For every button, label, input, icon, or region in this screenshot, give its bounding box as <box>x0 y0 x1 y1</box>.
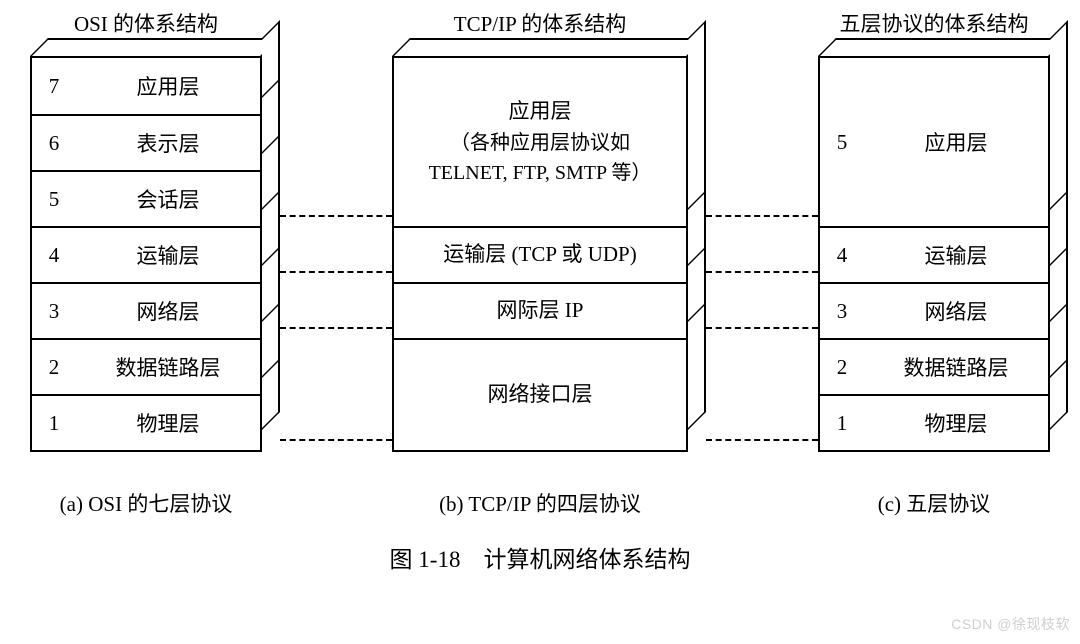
five-side-face <box>1050 20 1068 430</box>
tcpip-stack: 应用层（各种应用层协议如TELNET, FTP, SMTP 等） 运输层 (TCP… <box>392 56 688 452</box>
tcpip-layer-text: （各种应用层协议如 <box>450 128 630 158</box>
osi-side-face <box>262 20 280 430</box>
tcpip-side-divider <box>686 304 704 324</box>
columns-container: OSI 的体系结构 7应用层6表示层5会话层4运输层3网络层2数据链路层1物理层… <box>30 8 1050 518</box>
osi-side-divider <box>260 136 278 156</box>
five-layer-label: 网络层 <box>864 296 1048 326</box>
five-layer-num: 4 <box>820 243 864 268</box>
osi-layer-row: 3网络层 <box>32 282 260 338</box>
osi-side-divider <box>260 192 278 212</box>
tcpip-layer-row: 网际层 IP <box>394 282 686 338</box>
osi-layer-row: 1物理层 <box>32 394 260 450</box>
dashed-connector <box>706 271 818 273</box>
osi-heading: OSI 的体系结构 <box>74 8 218 38</box>
tcpip-layer-text: 网络接口层 <box>488 379 593 411</box>
dashed-connector <box>280 439 392 441</box>
osi-layer-label: 运输层 <box>76 240 260 270</box>
five-front-face: 5应用层4运输层3网络层2数据链路层1物理层 <box>818 56 1050 452</box>
five-top-face <box>818 38 1068 56</box>
tcpip-layer-text: 应用层 <box>509 96 572 128</box>
figure-caption: 图 1-18 计算机网络体系结构 <box>30 540 1050 574</box>
osi-layer-label: 网络层 <box>76 296 260 326</box>
osi-layer-num: 1 <box>32 411 76 436</box>
osi-layer-row: 7应用层 <box>32 58 260 114</box>
osi-front-face: 7应用层6表示层5会话层4运输层3网络层2数据链路层1物理层 <box>30 56 262 452</box>
osi-layer-num: 2 <box>32 355 76 380</box>
five-layer-num: 1 <box>820 411 864 436</box>
five-layer-label: 运输层 <box>864 240 1048 270</box>
osi-side-divider <box>260 248 278 268</box>
dashed-connector <box>280 271 392 273</box>
five-side-divider <box>1048 360 1066 380</box>
five-layer-label: 数据链路层 <box>864 352 1048 382</box>
osi-layer-label: 表示层 <box>76 128 260 158</box>
tcpip-top-face <box>392 38 706 56</box>
tcpip-layer-row: 运输层 (TCP 或 UDP) <box>394 226 686 282</box>
osi-layer-label: 数据链路层 <box>76 352 260 382</box>
osi-layer-num: 6 <box>32 131 76 156</box>
osi-column: OSI 的体系结构 7应用层6表示层5会话层4运输层3网络层2数据链路层1物理层… <box>30 8 262 518</box>
tcpip-caption: (b) TCP/IP 的四层协议 <box>439 488 641 518</box>
tcpip-side-divider <box>686 248 704 268</box>
osi-stack: 7应用层6表示层5会话层4运输层3网络层2数据链路层1物理层 <box>30 56 262 452</box>
five-layer-row: 1物理层 <box>820 394 1048 450</box>
osi-side-divider <box>260 360 278 380</box>
five-stack: 5应用层4运输层3网络层2数据链路层1物理层 <box>818 56 1050 452</box>
five-layer-num: 3 <box>820 299 864 324</box>
five-side-divider <box>1048 192 1066 212</box>
tcpip-layer-row: 应用层（各种应用层协议如TELNET, FTP, SMTP 等） <box>394 58 686 226</box>
dashed-connector <box>706 327 818 329</box>
osi-top-face <box>30 38 280 56</box>
dashed-connector <box>706 215 818 217</box>
tcpip-layer-text: TELNET, FTP, SMTP 等） <box>429 158 652 188</box>
osi-layer-row: 6表示层 <box>32 114 260 170</box>
dashed-connector <box>706 439 818 441</box>
figure-wrap: OSI 的体系结构 7应用层6表示层5会话层4运输层3网络层2数据链路层1物理层… <box>30 8 1050 574</box>
dashed-connector <box>280 215 392 217</box>
five-layer-row: 4运输层 <box>820 226 1048 282</box>
tcpip-layer-text: 运输层 (TCP 或 UDP) <box>443 239 636 271</box>
five-side-divider <box>1048 304 1066 324</box>
five-side-divider <box>1048 248 1066 268</box>
five-caption: (c) 五层协议 <box>878 488 991 518</box>
osi-side-divider <box>260 304 278 324</box>
osi-side-divider <box>260 80 278 100</box>
osi-layer-num: 7 <box>32 74 76 99</box>
five-layer-row: 3网络层 <box>820 282 1048 338</box>
tcpip-layer-row: 网络接口层 <box>394 338 686 450</box>
five-layer-row: 2数据链路层 <box>820 338 1048 394</box>
tcpip-side-face <box>688 20 706 430</box>
osi-layer-label: 应用层 <box>76 71 260 101</box>
five-heading: 五层协议的体系结构 <box>840 8 1029 38</box>
osi-layer-row: 2数据链路层 <box>32 338 260 394</box>
five-column: 五层协议的体系结构 5应用层4运输层3网络层2数据链路层1物理层 (c) 五层协… <box>818 8 1050 518</box>
tcpip-heading: TCP/IP 的体系结构 <box>454 8 627 38</box>
tcpip-side-divider <box>686 192 704 212</box>
osi-caption: (a) OSI 的七层协议 <box>60 488 233 518</box>
tcpip-layer-text: 网际层 IP <box>497 295 584 327</box>
osi-layer-num: 3 <box>32 299 76 324</box>
osi-layer-num: 5 <box>32 187 76 212</box>
five-layer-num: 2 <box>820 355 864 380</box>
five-layer-row: 5应用层 <box>820 58 1048 226</box>
osi-layer-row: 5会话层 <box>32 170 260 226</box>
five-layer-label: 应用层 <box>864 127 1048 157</box>
tcpip-column: TCP/IP 的体系结构 应用层（各种应用层协议如TELNET, FTP, SM… <box>392 8 688 518</box>
watermark: CSDN @徐现枝软 <box>951 614 1070 634</box>
tcpip-front-face: 应用层（各种应用层协议如TELNET, FTP, SMTP 等） 运输层 (TCP… <box>392 56 688 452</box>
five-layer-label: 物理层 <box>864 408 1048 438</box>
osi-layer-num: 4 <box>32 243 76 268</box>
five-layer-num: 5 <box>820 130 864 155</box>
osi-layer-row: 4运输层 <box>32 226 260 282</box>
osi-layer-label: 物理层 <box>76 408 260 438</box>
dashed-connector <box>280 327 392 329</box>
osi-layer-label: 会话层 <box>76 184 260 214</box>
